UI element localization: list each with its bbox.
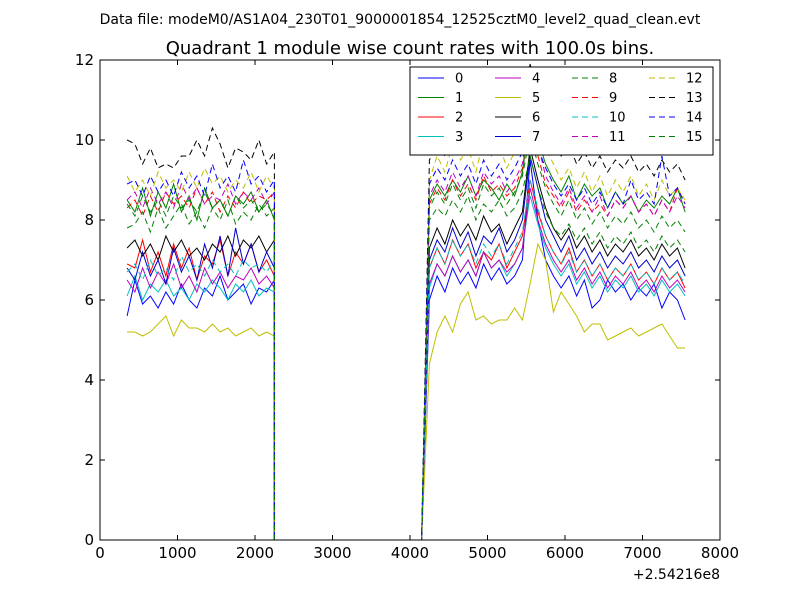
series-line-2 xyxy=(126,179,686,540)
legend-label-14: 14 xyxy=(686,111,703,126)
series-line-5 xyxy=(127,242,686,540)
legend-box xyxy=(409,66,714,156)
series-line-6 xyxy=(126,147,686,540)
series-line-14 xyxy=(126,122,686,540)
legend-label-6: 6 xyxy=(532,111,540,126)
y-tick-label: 10 xyxy=(75,131,94,149)
x-tick-label: 0 xyxy=(95,544,105,562)
legend-label-3: 3 xyxy=(455,130,463,145)
y-tick-label: 12 xyxy=(75,51,94,69)
x-tick-label: 4000 xyxy=(391,544,429,562)
legend-label-7: 7 xyxy=(532,130,540,145)
y-tick-label: 4 xyxy=(84,371,94,389)
series-line-4 xyxy=(126,187,686,540)
legend-label-10: 10 xyxy=(609,111,626,126)
series-line-1 xyxy=(126,118,686,540)
legend-label-1: 1 xyxy=(455,91,463,106)
legend-label-5: 5 xyxy=(532,91,540,106)
x-tick-label: 1000 xyxy=(158,544,196,562)
series-line-3 xyxy=(126,195,686,540)
x-tick-label: 7000 xyxy=(623,544,661,562)
series-line-8 xyxy=(126,155,686,540)
axis-ticks: 0 1000 2000 3000 4000 5000 6000 7000 80000246810… xyxy=(75,51,739,562)
series-line-12 xyxy=(126,87,686,540)
series-line-0 xyxy=(126,159,686,540)
series-line-7 xyxy=(126,155,686,540)
y-tick-label: 6 xyxy=(84,291,94,309)
legend-label-0: 0 xyxy=(455,72,463,87)
legend-label-4: 4 xyxy=(532,72,540,87)
x-tick-label: 3000 xyxy=(313,544,351,562)
x-tick-label: 5000 xyxy=(468,544,506,562)
series-line-9 xyxy=(126,119,686,540)
x-tick-label: 2000 xyxy=(236,544,274,562)
chart-title: Quadrant 1 module wise count rates with … xyxy=(166,38,655,59)
legend-label-2: 2 xyxy=(455,111,463,126)
series-line-11 xyxy=(126,107,686,540)
y-tick-label: 8 xyxy=(84,211,94,229)
legend-label-8: 8 xyxy=(609,72,617,87)
x-offset-label: +2.54216e8 xyxy=(633,567,720,583)
x-tick-label: 8000 xyxy=(701,544,739,562)
y-tick-label: 0 xyxy=(84,531,94,549)
series-line-13 xyxy=(126,63,686,540)
legend-label-13: 13 xyxy=(686,91,703,106)
data-file-suptitle: Data file: modeM0/AS1A04_230T01_90000018… xyxy=(100,12,701,28)
series-line-10 xyxy=(126,179,686,540)
legend-label-9: 9 xyxy=(609,91,617,106)
legend-label-15: 15 xyxy=(686,130,703,145)
series-layer xyxy=(126,63,686,540)
legend-label-12: 12 xyxy=(686,72,703,87)
x-tick-label: 6000 xyxy=(546,544,584,562)
plot-area: 0 1000 2000 3000 4000 5000 6000 7000 80000246810… xyxy=(75,51,739,583)
legend-label-11: 11 xyxy=(609,130,626,145)
y-tick-label: 2 xyxy=(84,451,94,469)
series-line-15 xyxy=(126,135,686,540)
